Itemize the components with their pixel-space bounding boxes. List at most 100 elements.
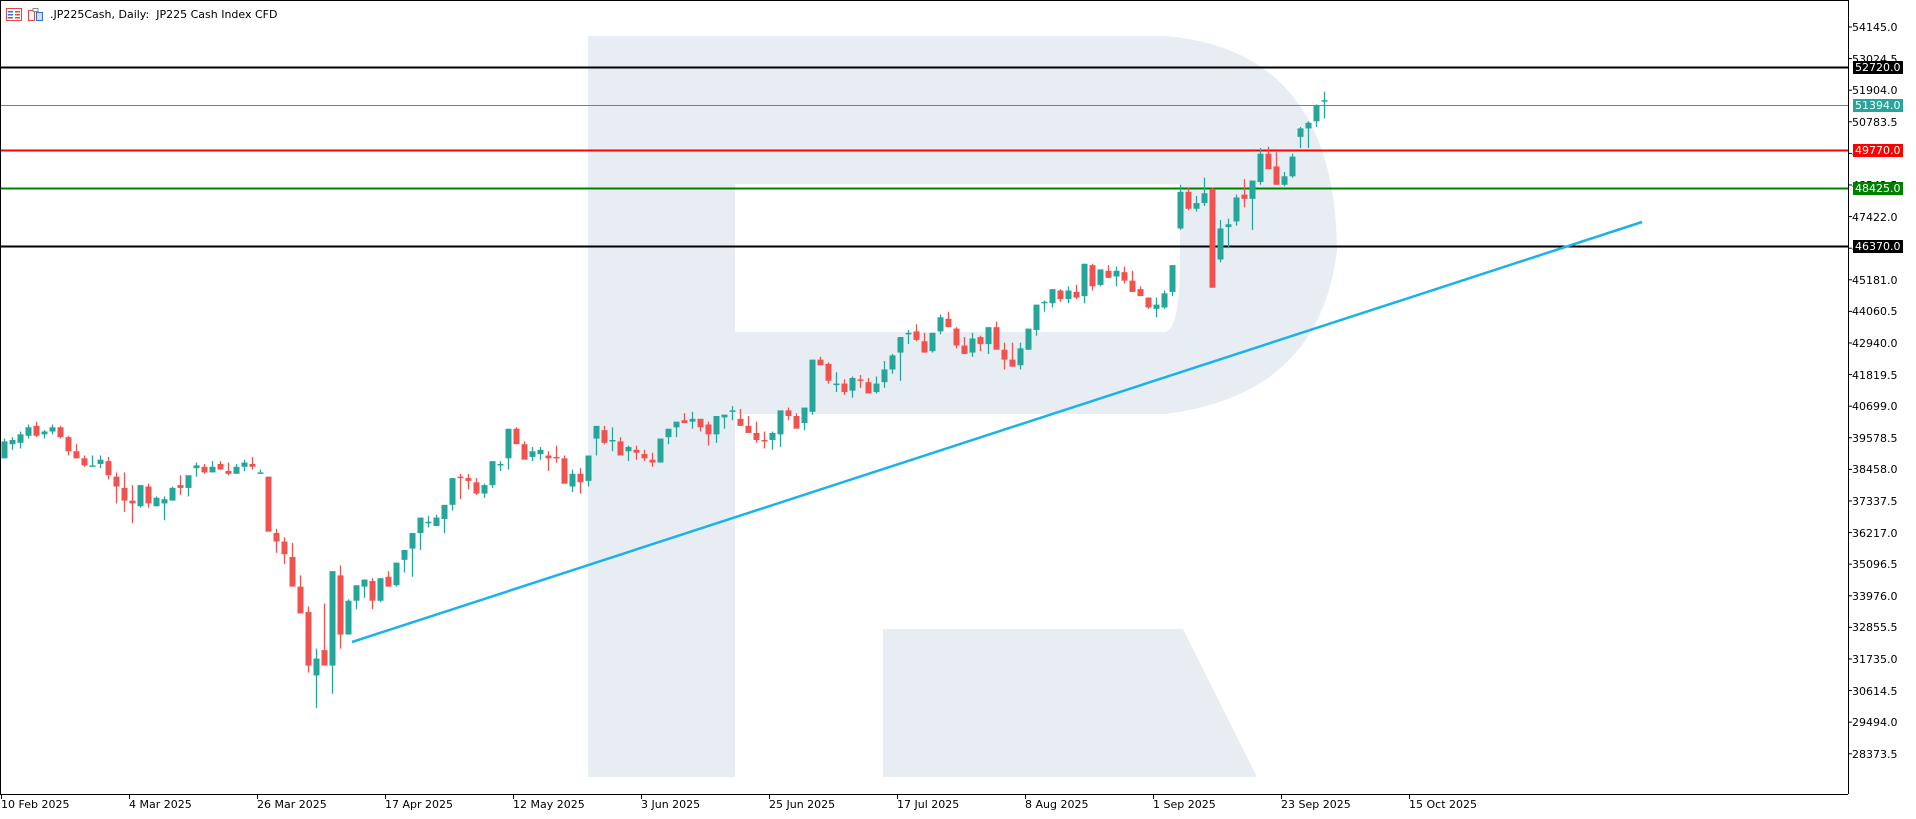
candle — [865, 377, 872, 394]
candle — [177, 475, 184, 495]
candle — [121, 472, 128, 512]
candle — [985, 327, 992, 354]
candle — [1185, 187, 1192, 211]
candle — [57, 425, 64, 439]
candle — [785, 407, 792, 421]
axis-ticks — [1, 26, 1852, 799]
candle — [41, 430, 48, 439]
candle — [321, 603, 328, 666]
candle — [601, 425, 608, 445]
candle — [1297, 126, 1304, 149]
date-tick-label: 26 Mar 2025 — [257, 798, 327, 811]
candle — [1097, 269, 1104, 287]
candle — [441, 504, 448, 534]
candle — [281, 537, 288, 565]
candle — [169, 486, 176, 501]
candle — [1265, 146, 1272, 170]
price-tick-label: 40699.0 — [1852, 400, 1898, 414]
price-tick-label: 38458.0 — [1852, 463, 1898, 477]
candle — [521, 441, 528, 460]
candle — [721, 414, 728, 429]
candle — [377, 578, 384, 603]
candle — [1129, 270, 1136, 292]
price-tick-label: 31735.0 — [1852, 652, 1898, 666]
candle — [769, 431, 776, 450]
candle — [905, 330, 912, 345]
chart-window-icon[interactable] — [28, 7, 44, 21]
candle — [945, 311, 952, 328]
price-tick-label: 54145.0 — [1852, 21, 1898, 34]
list-menu-icon[interactable] — [6, 7, 22, 21]
candle — [385, 571, 392, 587]
candle — [921, 332, 928, 353]
candle — [273, 528, 280, 553]
candle — [209, 461, 216, 473]
date-tick-label: 3 Jun 2025 — [641, 798, 701, 811]
candle — [1009, 342, 1016, 367]
candle — [1161, 290, 1168, 309]
candle — [1049, 289, 1056, 308]
level-tag-current-price: 51394.0 — [1853, 99, 1903, 112]
candle — [201, 463, 208, 474]
candle — [369, 578, 376, 610]
candle — [1081, 263, 1088, 304]
candle — [777, 410, 784, 448]
candle — [217, 461, 224, 470]
price-tick-label: 47422.0 — [1852, 210, 1898, 224]
candle — [841, 379, 848, 395]
candle — [17, 431, 24, 449]
candle — [1025, 328, 1032, 350]
candle — [537, 447, 544, 460]
candle — [665, 428, 672, 445]
candle — [257, 469, 264, 474]
candle — [89, 455, 96, 467]
candle — [497, 461, 504, 472]
candle — [585, 455, 592, 487]
candle — [729, 406, 736, 421]
candle — [1193, 196, 1200, 212]
candle — [465, 473, 472, 490]
candle — [9, 437, 16, 450]
trendline[interactable] — [351, 220, 1643, 644]
candle — [145, 483, 152, 508]
candle — [297, 575, 304, 614]
candle — [553, 445, 560, 463]
price-tick-label: 32855.5 — [1852, 621, 1898, 635]
price-tick-label: 29494.0 — [1852, 716, 1898, 730]
price-tick-label: 51904.0 — [1852, 84, 1898, 98]
price-tick-label: 44060.5 — [1852, 305, 1898, 319]
candle — [161, 496, 168, 521]
candle — [393, 562, 400, 587]
candle — [545, 451, 552, 472]
candle — [113, 472, 120, 504]
candle — [185, 475, 192, 497]
candle — [1241, 179, 1248, 208]
candle — [1209, 187, 1216, 288]
date-tick-label: 4 Mar 2025 — [129, 798, 192, 811]
date-tick-label: 17 Apr 2025 — [385, 798, 454, 811]
price-tick-label: 37337.5 — [1852, 494, 1898, 508]
candle — [353, 585, 360, 610]
price-tick-label: 39578.5 — [1852, 431, 1898, 445]
candle — [361, 579, 368, 598]
candle — [225, 462, 232, 476]
candle — [505, 428, 512, 470]
candle — [153, 496, 160, 507]
candlestick-series — [1, 91, 1328, 708]
candle — [289, 542, 296, 587]
candle — [1065, 286, 1072, 304]
candle — [577, 468, 584, 494]
candle — [713, 416, 720, 443]
candle — [969, 332, 976, 357]
candle — [105, 456, 112, 480]
candle — [705, 421, 712, 446]
price-tick-label: 33976.0 — [1852, 589, 1898, 603]
candle — [529, 447, 536, 462]
price-tick-label: 50783.5 — [1852, 115, 1898, 129]
candle — [489, 461, 496, 488]
candle — [873, 376, 880, 394]
candle — [1113, 266, 1120, 287]
date-tick-label: 12 May 2025 — [513, 798, 585, 811]
